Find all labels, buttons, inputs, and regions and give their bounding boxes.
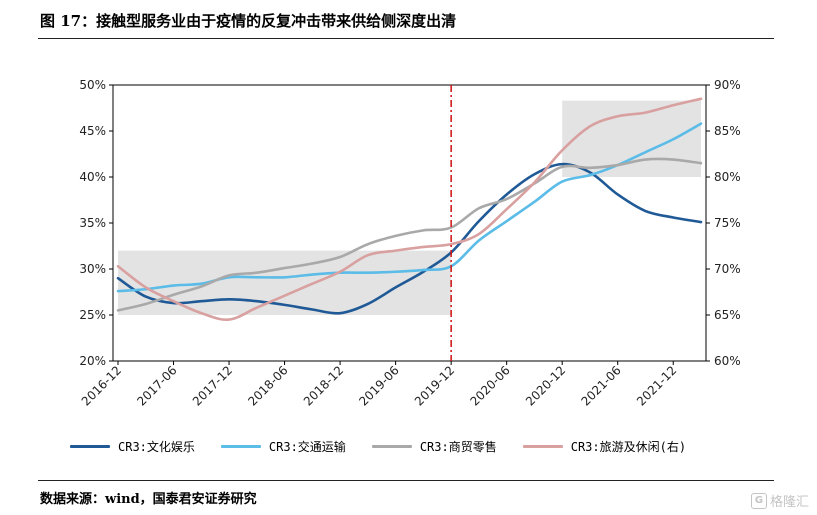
- x-tick-label: 2018-06: [245, 363, 290, 408]
- x-tick-label: 2021-12: [634, 363, 679, 408]
- watermark-logo-icon: G: [750, 492, 767, 509]
- series-line-retail: [116, 157, 703, 312]
- y-right-tick-label: 75%: [714, 216, 741, 230]
- y-right-tick-label: 80%: [714, 170, 741, 184]
- x-tick-label: 2021-06: [578, 363, 623, 408]
- shaded-region-2: [562, 100, 701, 177]
- y-left-tick-label: 35%: [79, 216, 106, 230]
- y-left-tick-label: 20%: [79, 354, 106, 368]
- source-note: 数据来源：wind，国泰君安证券研究: [40, 492, 257, 507]
- x-tick-label: 2019-12: [412, 363, 457, 408]
- legend-swatch: [371, 445, 412, 448]
- x-tick-label: 2017-12: [190, 363, 235, 408]
- legend-label: CR3:文化娱乐: [118, 440, 195, 454]
- legend-item-tourism-leisure: CR3:旅游及休闲(右): [522, 438, 687, 455]
- chart-legend: CR3:文化娱乐 CR3:交通运输 CR3:商贸零售 CR3:旅游及休闲(右): [70, 438, 686, 455]
- source-rule: [38, 480, 774, 481]
- x-tick-label: 2017-06: [134, 363, 179, 408]
- x-tick-label: 2019-06: [356, 363, 401, 408]
- watermark-text: 格隆汇: [769, 495, 809, 510]
- y-left-tick-label: 40%: [79, 170, 106, 184]
- y-left-tick-label: 25%: [79, 308, 106, 322]
- x-tick-label: 2020-06: [467, 363, 512, 408]
- y-right-tick-label: 70%: [714, 262, 741, 276]
- x-tick-label: 2016-12: [79, 363, 124, 408]
- legend-item-transport: CR3:交通运输: [220, 438, 346, 455]
- y-right-tick-label: 85%: [714, 124, 741, 138]
- legend-label: CR3:商贸零售: [419, 440, 497, 454]
- x-tick-label: 2020-12: [523, 363, 568, 408]
- line-chart: 20% 25% 30% 35% 40% 45% 50% 60% 65% 70% 75% 80% 85% 9…: [79, 78, 741, 409]
- series-line-culture-entertainment: [116, 162, 703, 315]
- title-rule: [38, 38, 774, 39]
- legend-item-retail: CR3:商贸零售: [371, 438, 497, 455]
- legend-swatch: [70, 445, 110, 448]
- y-right-tick-label: 65%: [714, 308, 741, 322]
- legend-swatch: [522, 445, 563, 448]
- y-left-tick-label: 30%: [79, 262, 106, 276]
- figure-title: 图 17：接触型服务业由于疫情的反复冲击带来供给侧深度出清: [40, 12, 457, 30]
- legend-swatch: [220, 445, 261, 448]
- y-left-tick-label: 50%: [79, 78, 106, 92]
- watermark: G 格隆汇: [750, 491, 809, 510]
- y-right-tick-label: 90%: [714, 78, 741, 92]
- legend-item-culture-entertainment: CR3:文化娱乐: [70, 438, 195, 455]
- series-line-tourism-leisure: [116, 97, 703, 322]
- legend-label: CR3:旅游及休闲(右): [570, 440, 687, 454]
- x-tick-label: 2018-12: [301, 363, 346, 408]
- y-left-tick-label: 45%: [79, 124, 106, 138]
- legend-label: CR3:交通运输: [268, 440, 346, 454]
- y-right-tick-label: 60%: [714, 354, 741, 368]
